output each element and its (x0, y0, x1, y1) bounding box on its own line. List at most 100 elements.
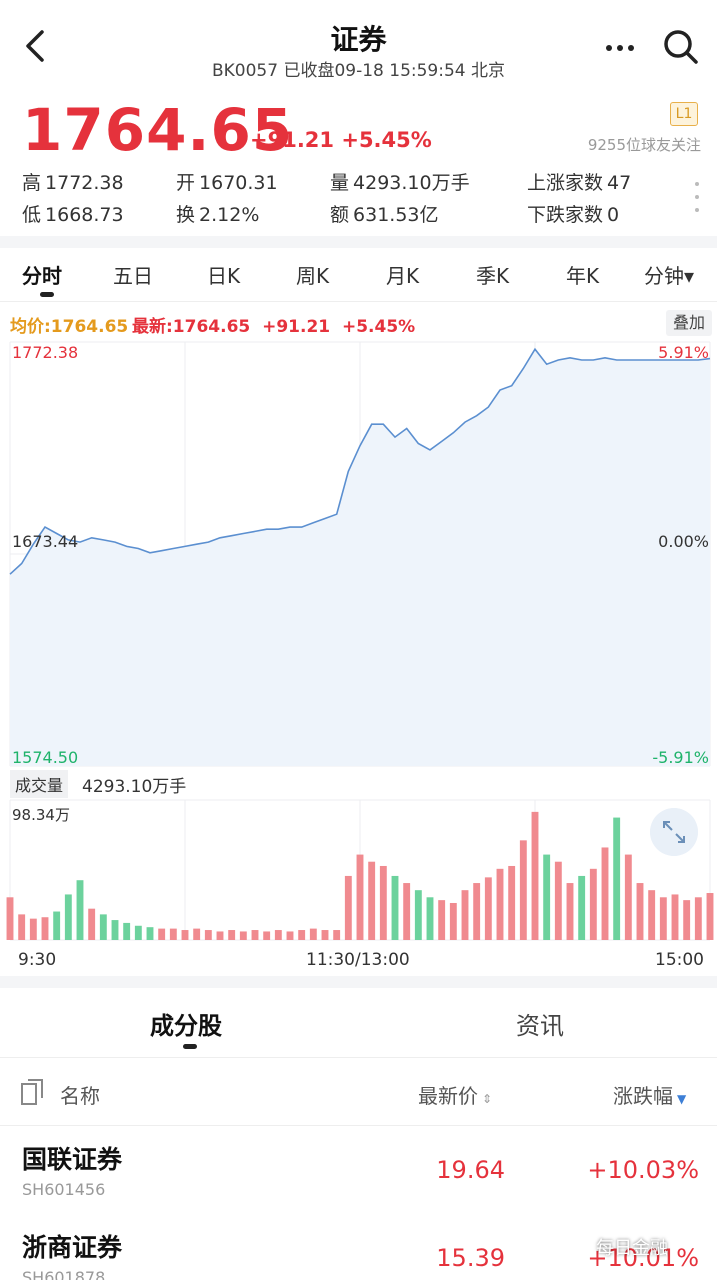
copy-icon[interactable] (20, 1078, 44, 1106)
tab-weekly-k[interactable]: 周K (296, 264, 330, 288)
stat-label: 量 (330, 172, 350, 194)
volume-bar (671, 894, 679, 940)
volume-bar (613, 817, 621, 940)
price-line (9, 347, 711, 575)
stock-row[interactable]: 国联证券 SH601456 19.64 +10.03% (0, 1130, 717, 1218)
volume-bar (228, 930, 236, 940)
tab-constituents[interactable]: 成分股 (150, 1012, 222, 1040)
tab-monthly-k[interactable]: 月K (386, 264, 420, 288)
volume-bar (368, 861, 376, 940)
volume-max-label: 98.34万 (12, 806, 70, 824)
vertical-more-icon[interactable] (694, 180, 700, 214)
volume-bar (543, 854, 551, 940)
volume-bar (216, 931, 224, 940)
latest-price-label: 最新:1764.65 +91.21 +5.45% (132, 312, 415, 337)
volume-bar (88, 908, 96, 940)
header-name[interactable]: 名称 (60, 1084, 100, 1108)
volume-bar (298, 930, 306, 940)
level-badge[interactable]: L1 (670, 102, 698, 126)
header-pct-label: 涨跌幅 (613, 1084, 673, 1108)
volume-bar (473, 883, 481, 940)
volume-bar (263, 931, 271, 940)
fullscreen-icon[interactable] (650, 808, 698, 856)
volume-bar (134, 925, 142, 940)
tab-daily-k[interactable]: 日K (207, 264, 241, 288)
stock-code: SH601456 (22, 1180, 106, 1199)
volume-bar (438, 900, 446, 940)
search-icon[interactable] (660, 26, 700, 66)
stat-value: 1772.38 (45, 172, 124, 194)
volume-bar (496, 868, 504, 940)
y-axis-top-label: 1772.38 (12, 343, 79, 362)
volume-bar (601, 847, 609, 940)
header-price[interactable]: 最新价 ⇕ (418, 1080, 492, 1109)
volume-bar (158, 928, 166, 940)
stat-value: 47 (607, 172, 632, 194)
volume-bar (309, 928, 317, 940)
header-pct[interactable]: 涨跌幅 ▼ (613, 1080, 686, 1109)
time-axis: 9:30 11:30/13:00 15:00 (0, 950, 717, 976)
tab-intraday[interactable]: 分时 (22, 264, 62, 288)
volume-bar (391, 875, 399, 940)
volume-bar (64, 894, 72, 940)
section-tab-indicator (183, 1044, 197, 1049)
volume-bar (508, 865, 516, 940)
price-area (10, 349, 710, 766)
volume-bar (321, 930, 329, 940)
volume-bar (6, 897, 14, 940)
overlay-button[interactable]: 叠加 (666, 310, 712, 336)
page-subtitle: BK0057 已收盘09-18 15:59:54 北京 (211, 61, 506, 81)
volume-bar (519, 840, 527, 940)
stat-label: 上涨家数 (527, 172, 604, 194)
volume-bar (286, 931, 294, 940)
tab-indicator (40, 292, 54, 297)
volume-tag[interactable]: 成交量 (10, 770, 69, 798)
change-percent: +5.45% (341, 128, 432, 152)
stat-turnover: 换 2.12% (176, 200, 259, 227)
tab-news[interactable]: 资讯 (516, 1012, 564, 1040)
volume-header: 成交量 4293.10万手 (0, 768, 717, 798)
sort-icon: ⇕ (482, 1092, 493, 1106)
volume-bar (648, 890, 656, 940)
back-arrow-icon[interactable] (18, 26, 52, 66)
page-title: 证券 (330, 23, 387, 56)
volume-bar (193, 928, 201, 940)
y-axis-bottom-label: 1574.50 (12, 748, 79, 767)
tab-yearly-k[interactable]: 年K (566, 264, 600, 288)
stat-label: 额 (330, 204, 350, 226)
volume-bar (356, 854, 364, 940)
volume-value: 4293.10万手 (82, 777, 187, 797)
header-price-label: 最新价 (418, 1084, 478, 1108)
stock-row[interactable]: 浙商证券 SH601878 15.39 +10.01% (0, 1218, 717, 1280)
stock-name: 浙商证券 (22, 1233, 123, 1262)
sort-desc-icon: ▼ (677, 1092, 687, 1106)
volume-bar (41, 917, 49, 940)
stat-label: 开 (176, 172, 196, 194)
volume-bar (99, 914, 107, 940)
volume-bar (636, 883, 644, 940)
stat-value: 1668.73 (45, 204, 124, 226)
change-value: +91.21 (250, 128, 335, 152)
latest-change: +91.21 (262, 317, 331, 337)
stat-label: 高 (22, 172, 42, 194)
tab-quarterly-k[interactable]: 季K (476, 264, 510, 288)
stock-price: 19.64 (436, 1156, 505, 1184)
tab-five-day[interactable]: 五日 (113, 264, 153, 288)
volume-bar (18, 914, 26, 940)
stat-volume: 量 4293.10万手 (330, 168, 470, 195)
volume-bar (181, 930, 189, 940)
stat-value: 4293.10万手 (353, 172, 470, 194)
volume-bar (76, 880, 84, 940)
volume-bar (123, 922, 131, 940)
volume-bar (461, 890, 469, 940)
volume-bar (169, 928, 177, 940)
more-icon[interactable] (600, 28, 640, 68)
intraday-chart[interactable] (0, 338, 717, 948)
volume-bar (204, 930, 212, 940)
stock-change-pct: +10.01% (587, 1244, 699, 1272)
tab-minute[interactable]: 分钟▾ (644, 264, 695, 288)
average-price-label: 均价:1764.65 (10, 317, 129, 337)
stat-label: 低 (22, 204, 42, 226)
stat-open: 开 1670.31 (176, 168, 278, 195)
volume-bar (694, 897, 702, 940)
